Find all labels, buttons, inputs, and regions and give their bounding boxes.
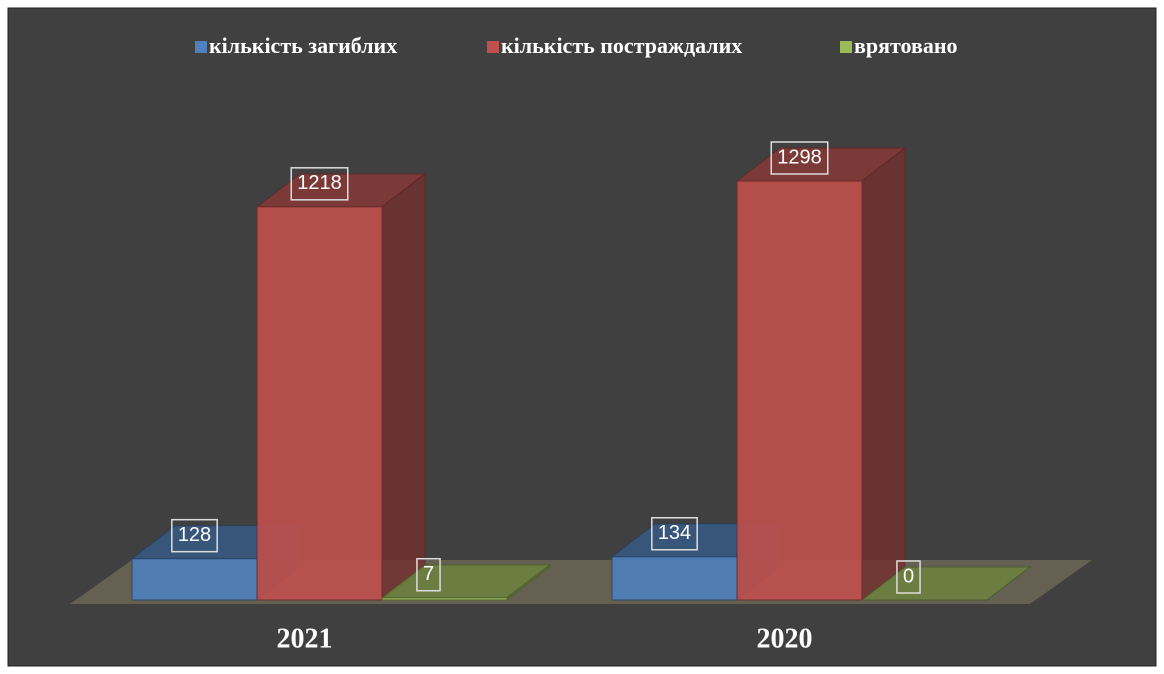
legend-swatch [195, 41, 207, 53]
bar-front [131, 558, 258, 601]
bar [735, 146, 907, 602]
bar [380, 563, 552, 602]
data-label-box [770, 141, 829, 175]
x-tick-label: 2021 [277, 623, 333, 654]
data-label-box [290, 167, 349, 201]
bar [860, 566, 1032, 601]
bar-side [381, 172, 426, 602]
data-label: 0 [903, 565, 914, 587]
bar-front [256, 206, 383, 601]
bar-side [986, 566, 1031, 601]
data-label: 128 [178, 524, 211, 546]
bar-front [736, 180, 863, 601]
data-label-box [171, 518, 218, 553]
bar-front [611, 556, 738, 601]
legend-label: кількість загиблих [209, 33, 397, 58]
legend-label: врятовано [854, 33, 958, 58]
x-tick-label: 2020 [757, 623, 813, 654]
bar-side [861, 146, 906, 602]
data-label: 1218 [297, 172, 342, 194]
legend-swatch [487, 41, 499, 53]
bar [255, 172, 427, 602]
data-label-box [651, 516, 698, 551]
data-label: 7 [423, 563, 434, 585]
data-label: 134 [658, 522, 691, 544]
data-label-box [896, 560, 921, 594]
data-label: 1298 [777, 146, 822, 168]
legend-label: кількість постраждалих [501, 33, 742, 58]
legend-swatch [840, 41, 852, 53]
data-label-box [416, 557, 441, 592]
bar-front [381, 597, 508, 601]
